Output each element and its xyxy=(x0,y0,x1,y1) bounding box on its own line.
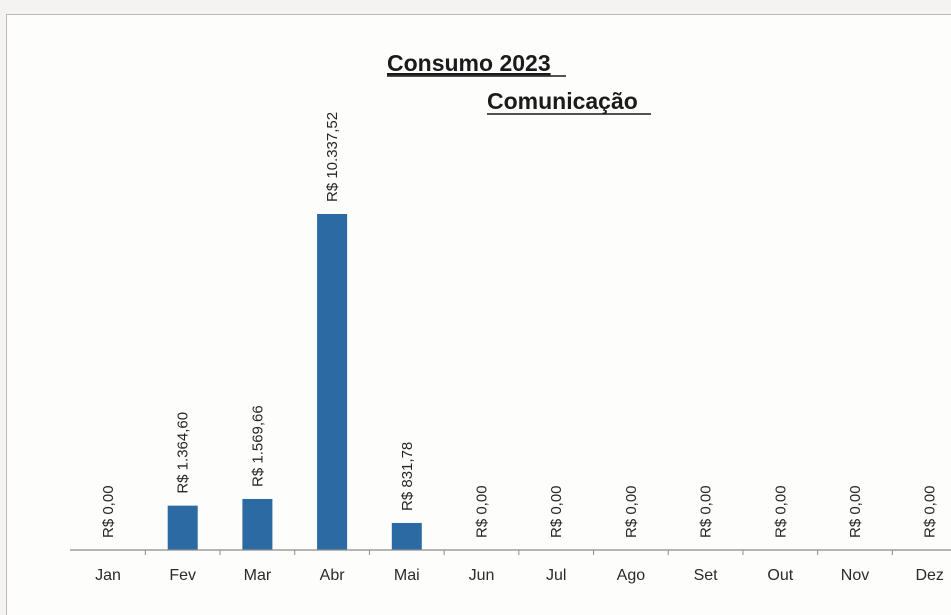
data-label: R$ 1.364,60 xyxy=(175,412,192,494)
x-tick-label: Out xyxy=(767,567,793,584)
data-label: R$ 0,00 xyxy=(100,485,117,538)
data-label: R$ 1.569,66 xyxy=(249,405,266,487)
bar xyxy=(317,214,348,550)
x-tick-label: Jul xyxy=(546,567,566,584)
chart: Consumo 2023 Comunicação Jan Fev Mar Abr Mai… xyxy=(70,50,951,584)
x-tick-label: Nov xyxy=(841,567,869,584)
x-tick-label: Mar xyxy=(244,567,272,584)
bar xyxy=(167,505,198,550)
data-label: R$ 0,00 xyxy=(847,485,864,538)
data-label: R$ 10.337,52 xyxy=(324,112,341,202)
data-label: R$ 0,00 xyxy=(623,485,640,538)
chart-subtitle: Comunicação xyxy=(487,88,638,114)
data-label: R$ 831,78 xyxy=(399,442,416,511)
x-tick-label: Ago xyxy=(617,567,646,584)
x-axis: Jan Fev Mar Abr Mai Jun Jul Ago Set Out Nov Dez xyxy=(70,549,951,584)
chart-frame xyxy=(6,14,951,615)
x-tick-label: Fev xyxy=(169,567,196,584)
bar xyxy=(391,522,422,550)
data-label: R$ 0,00 xyxy=(698,485,715,538)
x-tick-label: Abr xyxy=(320,567,346,584)
data-label: R$ 0,00 xyxy=(772,485,789,538)
chart-title: Consumo 2023 xyxy=(387,50,551,76)
data-labels: R$ 0,00 R$ 1.364,60 R$ 1.569,66 R$ 10.337,5… xyxy=(100,112,939,538)
data-label: R$ 0,00 xyxy=(922,485,939,538)
x-tick-label: Dez xyxy=(915,567,943,584)
x-tick-label: Mai xyxy=(394,567,420,584)
x-tick-label: Set xyxy=(694,567,719,584)
bars-layer xyxy=(167,214,422,550)
x-tick-label: Jan xyxy=(95,567,121,584)
x-tick-label: Jun xyxy=(469,567,495,584)
data-label: R$ 0,00 xyxy=(474,485,491,538)
data-label: R$ 0,00 xyxy=(548,485,565,538)
bar xyxy=(242,498,273,550)
